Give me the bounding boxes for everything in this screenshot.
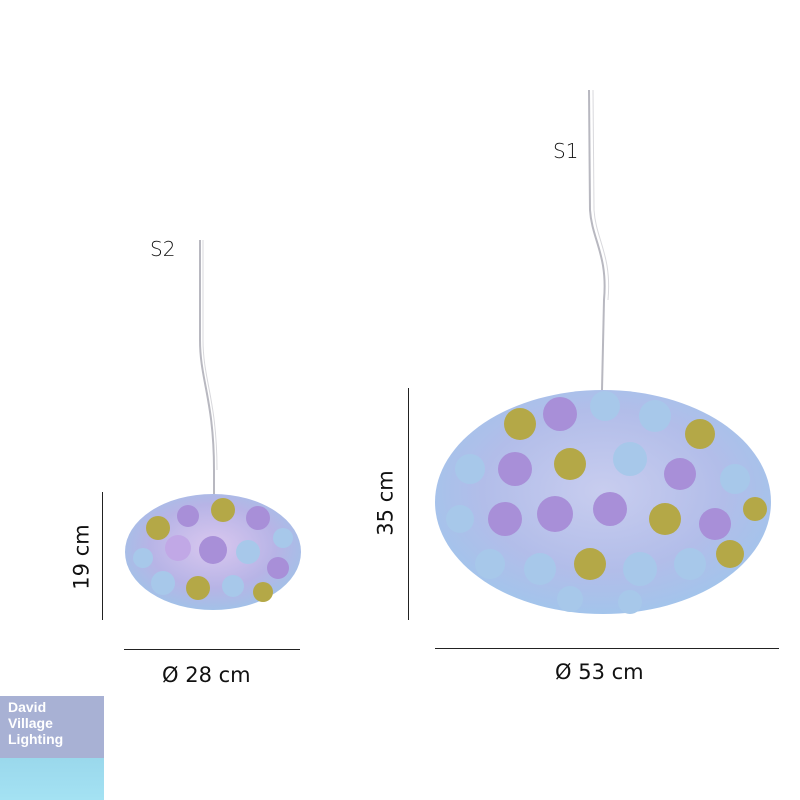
height-label-wrap-large: 35 cm	[346, 470, 426, 535]
diameter-line-small	[124, 649, 300, 650]
height-label-wrap-small: 19 cm	[42, 524, 122, 589]
lamp-shade-small	[125, 494, 301, 610]
height-label-large: 35 cm	[374, 470, 398, 536]
logo-line-2: Village	[8, 715, 53, 731]
lamp-shade-large	[435, 390, 771, 614]
logo-line-3: Lighting	[8, 731, 64, 747]
size-label-s2: S2	[150, 237, 176, 261]
height-label-small: 19 cm	[70, 524, 94, 590]
height-line-small	[102, 492, 103, 620]
diameter-label-small: Ø 28 cm	[162, 663, 251, 687]
logo-bottom-band	[0, 758, 104, 800]
logo-text: David Village Lighting	[8, 699, 63, 747]
size-label-s1: S1	[553, 139, 579, 163]
diameter-label-large: Ø 53 cm	[555, 660, 644, 684]
logo-block: David Village Lighting	[0, 696, 104, 758]
logo-line-1: David	[8, 699, 47, 715]
height-line-large	[408, 388, 409, 620]
diameter-line-large	[435, 648, 779, 649]
